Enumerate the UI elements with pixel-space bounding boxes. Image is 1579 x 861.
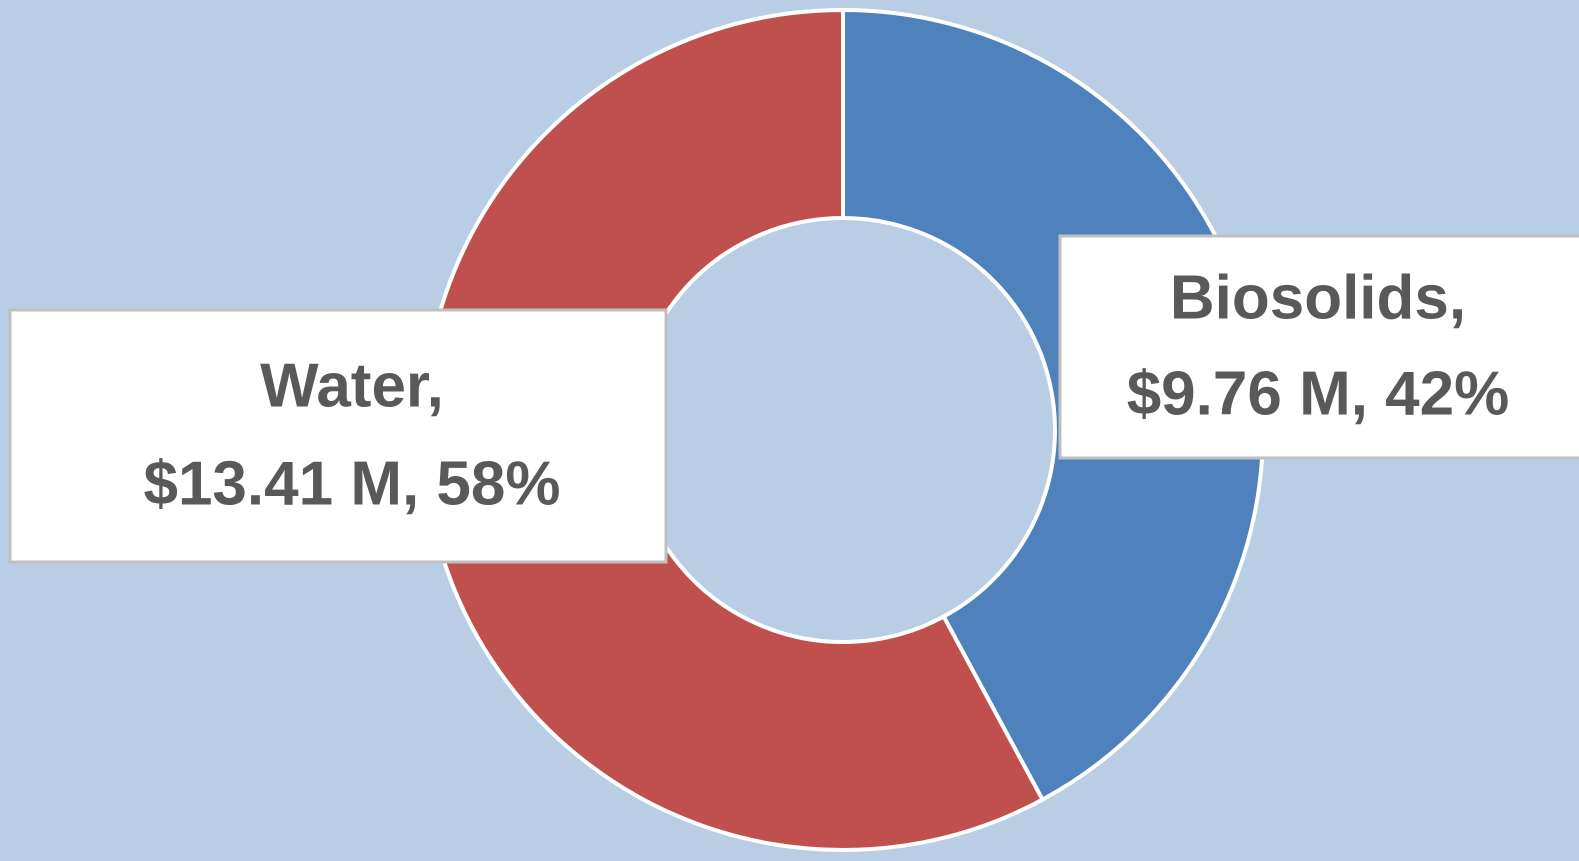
data-label-value: $9.76 M, 42% <box>1127 359 1510 428</box>
data-label-value: $13.41 M, 58% <box>143 449 560 518</box>
data-label-box <box>8 308 668 564</box>
data-label-name: Water, <box>260 351 444 420</box>
donut-slice <box>841 7 1265 803</box>
donut-slice <box>421 7 1046 852</box>
data-label-name: Biosolids, <box>1170 263 1466 332</box>
data-label-box <box>1058 234 1579 460</box>
